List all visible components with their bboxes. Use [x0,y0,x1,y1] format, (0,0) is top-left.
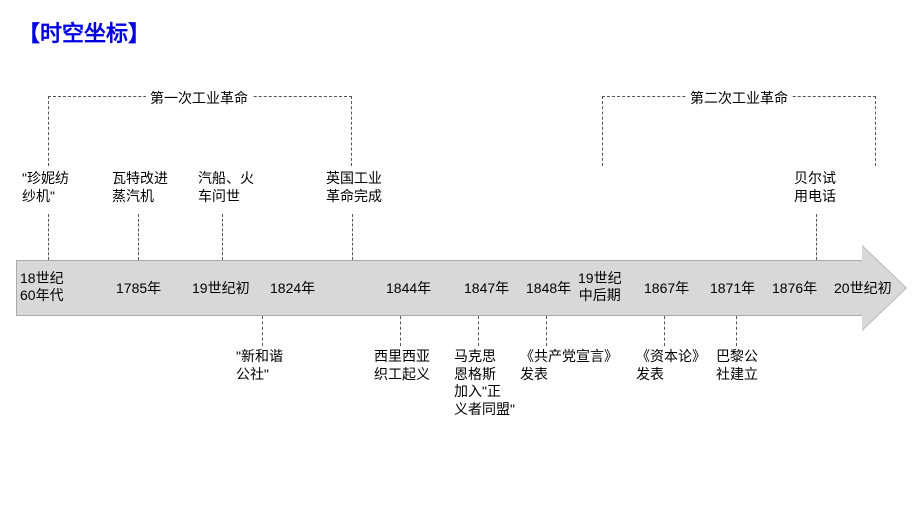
event-connector [48,214,49,260]
timeline-date: 1848年 [526,280,571,297]
timeline-date: 1871年 [710,280,755,297]
top-event: 贝尔试 用电话 [794,170,836,205]
top-event: 英国工业 革命完成 [326,170,382,205]
timeline-date: 1876年 [772,280,817,297]
event-connector [478,316,479,346]
bottom-event: 西里西亚 织工起义 [374,348,430,383]
top-event: 汽船、火 车问世 [198,170,254,205]
timeline-date: 19世纪 中后期 [578,270,622,304]
timeline-date: 20世纪初 [834,280,892,297]
event-connector [546,316,547,346]
event-connector [736,316,737,346]
bottom-event: 《共产党宣言》 发表 [520,348,618,383]
timeline-date: 1785年 [116,280,161,297]
timeline: 第一次工业革命 第二次工业革命 "珍妮纺 纱机" 瓦特改进 蒸汽机汽船、火 车问世 英… [16,90,906,510]
timeline-date: 1847年 [464,280,509,297]
bottom-event: 巴黎公 社建立 [716,348,758,383]
era-label: 第一次工业革命 [146,88,252,108]
timeline-date: 19世纪初 [192,280,250,297]
event-connector [138,214,139,260]
bottom-event: 《资本论》 发表 [636,348,706,383]
timeline-arrow: 18世纪 60年代 1785年 19世纪初 1824年 1844年 1847年 1848年 1… [16,260,906,316]
event-connector [262,316,263,346]
timeline-date: 18世纪 60年代 [20,270,64,304]
bottom-event: 马克思 恩格斯 加入"正 义者同盟" [454,348,515,418]
timeline-date: 1867年 [644,280,689,297]
top-event: "珍妮纺 纱机" [22,170,69,205]
top-event: 瓦特改进 蒸汽机 [112,170,168,205]
event-connector [400,316,401,346]
bottom-event: "新和谐 公社" [236,348,283,383]
event-connector [816,214,817,260]
timeline-date: 1844年 [386,280,431,297]
timeline-date: 1824年 [270,280,315,297]
era-label: 第二次工业革命 [686,88,792,108]
event-connector [664,316,665,346]
page-title: 【时空坐标】 [18,16,150,48]
event-connector [222,214,223,260]
event-connector [352,214,353,260]
